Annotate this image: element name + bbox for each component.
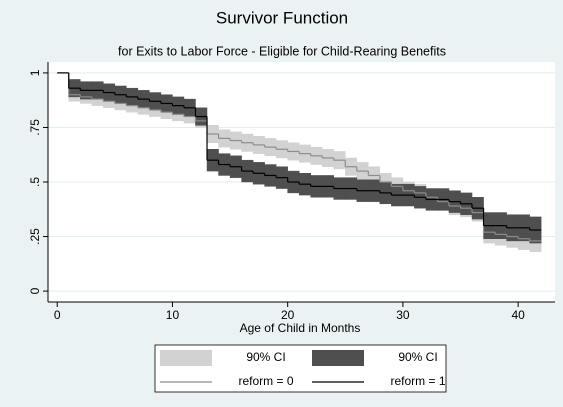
legend-swatch — [160, 350, 212, 366]
x-tick-label: 0 — [54, 308, 61, 322]
legend-label: reform = 1 — [390, 374, 445, 388]
y-tick-label: .75 — [28, 119, 42, 136]
x-tick-label: 30 — [396, 308, 410, 322]
x-tick-label: 40 — [511, 308, 525, 322]
legend-label: reform = 0 — [238, 374, 293, 388]
chart-title: Survivor Function — [216, 8, 348, 27]
y-tick-label: .25 — [28, 228, 42, 245]
y-tick-label: 0 — [28, 287, 42, 294]
legend-label: 90% CI — [398, 350, 437, 364]
legend-label: 90% CI — [246, 350, 285, 364]
chart-subtitle: for Exits to Labor Force - Eligible for … — [118, 44, 446, 58]
x-tick-label: 10 — [166, 308, 180, 322]
y-tick-label: .5 — [28, 177, 42, 187]
y-tick-label: 1 — [28, 69, 42, 76]
legend-swatch — [312, 350, 364, 366]
x-axis-label: Age of Child in Months — [240, 321, 361, 335]
x-tick-label: 20 — [281, 308, 295, 322]
